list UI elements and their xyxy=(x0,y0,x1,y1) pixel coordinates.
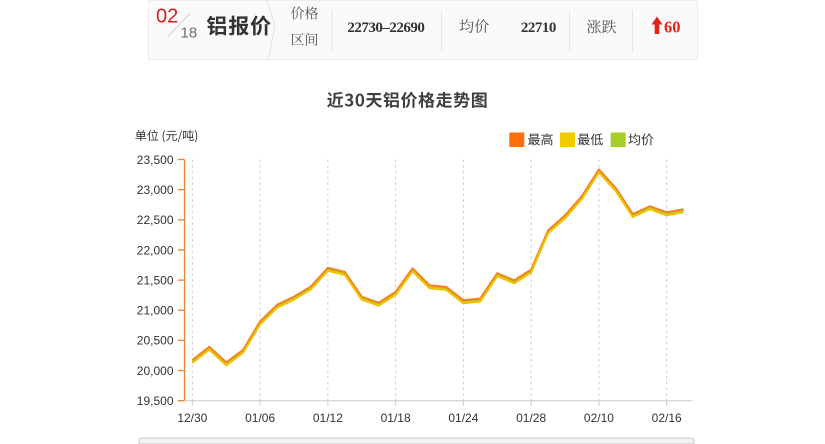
svg-text:01/06: 01/06 xyxy=(245,411,275,425)
svg-text:01/24: 01/24 xyxy=(448,411,478,425)
svg-text:22,500: 22,500 xyxy=(137,213,174,227)
svg-text:18: 18 xyxy=(181,25,198,42)
svg-text:20,000: 20,000 xyxy=(137,364,174,378)
svg-text:02/10: 02/10 xyxy=(584,411,614,425)
svg-text:60: 60 xyxy=(664,18,681,37)
svg-text:21,500: 21,500 xyxy=(137,273,174,287)
svg-text:22710: 22710 xyxy=(521,20,556,36)
svg-text:19,500: 19,500 xyxy=(137,394,174,408)
svg-text:20,500: 20,500 xyxy=(137,334,174,348)
svg-text:23,000: 23,000 xyxy=(137,183,174,197)
svg-text:23,500: 23,500 xyxy=(137,153,174,167)
svg-text:01/18: 01/18 xyxy=(381,411,411,425)
svg-text:22,000: 22,000 xyxy=(137,243,174,257)
svg-text:02: 02 xyxy=(156,6,178,28)
svg-text:02/16: 02/16 xyxy=(652,411,682,425)
svg-text:21,000: 21,000 xyxy=(137,304,174,318)
svg-text:01/28: 01/28 xyxy=(516,411,546,425)
svg-text:12/30: 12/30 xyxy=(177,411,207,425)
svg-text:01/12: 01/12 xyxy=(313,411,343,425)
svg-text:22730–22690: 22730–22690 xyxy=(347,20,424,36)
